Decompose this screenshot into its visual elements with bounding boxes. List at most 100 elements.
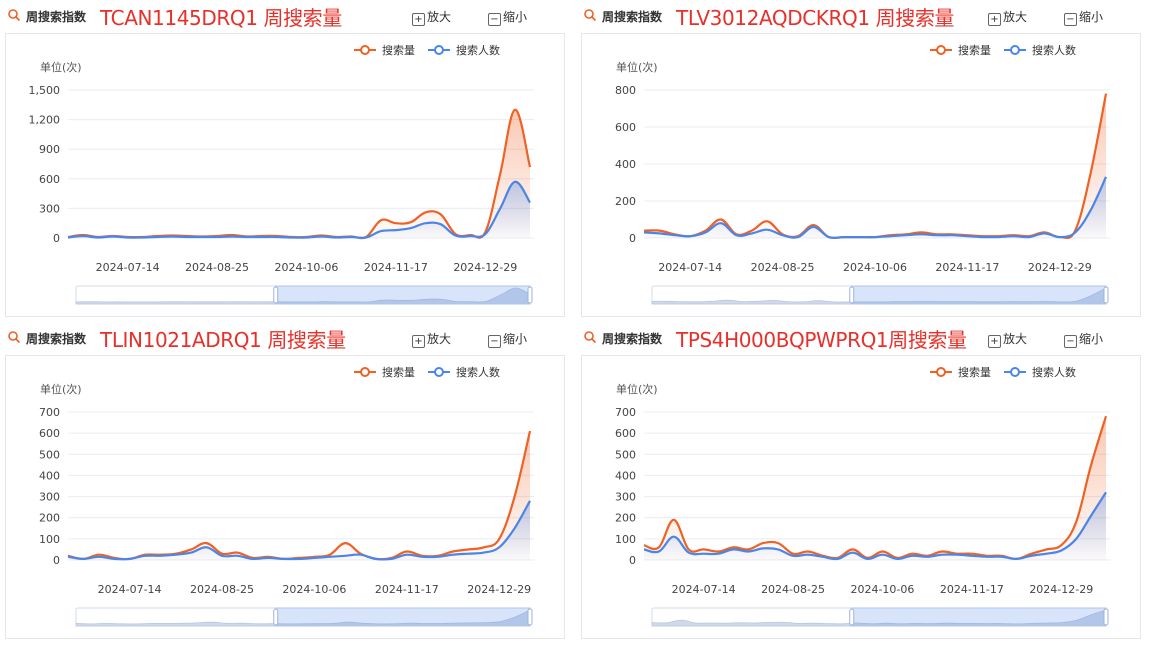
zoom-out-button[interactable]: − 缩小 (1064, 8, 1103, 26)
data-zoom-slider[interactable] (75, 607, 533, 627)
legend-marker-volume (936, 45, 946, 55)
slider-handle-left (849, 608, 855, 626)
series-area-volume (68, 109, 530, 239)
chart-title: TLV3012AQDCKRQ1 周搜索量 (676, 6, 955, 30)
legend-label-people: 搜索人数 (1032, 43, 1076, 57)
zoom-out-button[interactable]: − 缩小 (1064, 330, 1103, 348)
slider-selection (851, 607, 1107, 627)
chart-area: 搜索量 搜索人数 单位(次) 0 100 200 300 400 500 600 700 2024-0… (581, 355, 1141, 639)
minus-icon: − (1064, 13, 1077, 26)
y-tick-label: 200 (615, 195, 636, 208)
slider-sparkline (651, 609, 1107, 627)
slider-handle-right (527, 608, 533, 626)
panel-header: 周搜索指数 TPS4H000BQPWPRQ1周搜索量 + 放大 − 缩小 (576, 322, 1136, 352)
x-tick-label: 2024-11-17 (375, 583, 439, 596)
series-area-people (644, 492, 1106, 560)
search-icon (584, 9, 597, 22)
chart-area: 搜索量 搜索人数 单位(次) 0 200 400 600 800 2024-07-14 2024-… (581, 33, 1141, 317)
search-icon (8, 9, 21, 22)
legend: 搜索量 搜索人数 (354, 43, 500, 57)
plus-icon: + (412, 13, 425, 26)
y-tick-label: 600 (615, 427, 636, 440)
y-tick-label: 300 (39, 491, 60, 504)
chart-title: TLIN1021ADRQ1 周搜索量 (100, 328, 346, 352)
legend-label-people: 搜索人数 (456, 43, 500, 57)
data-zoom-slider[interactable] (75, 285, 533, 305)
slider-handle-right (1103, 608, 1109, 626)
y-tick-label: 300 (615, 491, 636, 504)
legend-label-people: 搜索人数 (1032, 365, 1076, 379)
legend-marker-people (434, 45, 444, 55)
x-tick-label: 2024-12-29 (1029, 583, 1093, 596)
legend-label-volume: 搜索量 (382, 365, 415, 379)
search-index-label: 周搜索指数 (26, 332, 87, 346)
y-tick-label: 400 (615, 469, 636, 482)
chart-panel-1: 周搜索指数 TCAN1145DRQ1 周搜索量 + 放大 − 缩小 搜索量 搜索人数单… (0, 0, 565, 318)
y-tick-label: 500 (39, 448, 60, 461)
zoom-out-button[interactable]: − 缩小 (488, 330, 527, 348)
chart-title: TPS4H000BQPWPRQ1周搜索量 (676, 328, 967, 352)
x-tick-label: 2024-08-25 (761, 583, 825, 596)
y-tick-label: 600 (615, 121, 636, 134)
legend-label-people: 搜索人数 (456, 365, 500, 379)
legend-marker-people (1010, 367, 1020, 377)
zoom-in-button[interactable]: + 放大 (988, 8, 1027, 26)
legend-marker-volume (360, 45, 370, 55)
x-tick-label: 2024-12-29 (467, 583, 531, 596)
series-line-people (643, 176, 1107, 239)
slider-sparkline (75, 287, 531, 305)
series-line-people (67, 180, 531, 239)
y-tick-label: 200 (39, 512, 60, 525)
search-index-label: 周搜索指数 (26, 10, 87, 24)
legend-label-volume: 搜索量 (958, 365, 991, 379)
zoom-in-button[interactable]: + 放大 (988, 330, 1027, 348)
series-line-volume (67, 430, 532, 561)
search-index-label: 周搜索指数 (602, 10, 663, 24)
zoom-in-label: 放大 (1003, 332, 1028, 346)
chart-title: TCAN1145DRQ1 周搜索量 (100, 6, 342, 30)
x-tick-label: 2024-11-17 (940, 583, 1004, 596)
zoom-out-label: 缩小 (1079, 10, 1104, 24)
minus-icon: − (488, 335, 501, 348)
slider-selection (851, 285, 1107, 305)
zoom-out-label: 缩小 (1079, 332, 1104, 346)
y-tick-label: 0 (629, 232, 636, 245)
y-tick-label: 600 (39, 427, 60, 440)
series-area-people (68, 181, 530, 238)
y-unit-label: 单位(次) (40, 382, 82, 396)
data-zoom-slider[interactable] (651, 607, 1109, 627)
y-unit-label: 单位(次) (40, 60, 82, 74)
slider-handle-left (273, 286, 279, 304)
zoom-in-button[interactable]: + 放大 (412, 330, 451, 348)
zoom-in-button[interactable]: + 放大 (412, 8, 451, 26)
minus-icon: − (1064, 335, 1077, 348)
slider-sparkline (651, 287, 1107, 305)
series-line-volume (67, 108, 532, 240)
series-area-volume (644, 93, 1106, 239)
zoom-out-button[interactable]: − 缩小 (488, 8, 527, 26)
x-tick-label: 2024-08-25 (190, 583, 254, 596)
legend: 搜索量 搜索人数 (930, 365, 1076, 379)
x-tick-label: 2024-07-14 (96, 261, 160, 274)
y-tick-label: 700 (615, 406, 636, 419)
x-tick-label: 2024-12-29 (1028, 261, 1092, 274)
chart-panel-3: 周搜索指数 TLIN1021ADRQ1 周搜索量 + 放大 − 缩小 搜索量 搜索人数… (0, 322, 565, 640)
series-line-volume (643, 93, 1108, 240)
plus-icon: + (988, 335, 1001, 348)
y-tick-label: 400 (39, 469, 60, 482)
x-tick-label: 2024-12-29 (453, 261, 517, 274)
y-tick-label: 0 (53, 232, 60, 245)
search-icon (584, 331, 597, 344)
series-area-people (644, 176, 1106, 238)
data-zoom-slider[interactable] (651, 285, 1109, 305)
zoom-in-label: 放大 (427, 10, 452, 24)
y-tick-label: 500 (615, 448, 636, 461)
plus-icon: + (412, 335, 425, 348)
legend-label-volume: 搜索量 (382, 43, 415, 57)
y-tick-label: 100 (39, 533, 60, 546)
legend-marker-volume (936, 367, 946, 377)
chart-panel-4: 周搜索指数 TPS4H000BQPWPRQ1周搜索量 + 放大 − 缩小 搜索量 搜索… (576, 322, 1141, 640)
